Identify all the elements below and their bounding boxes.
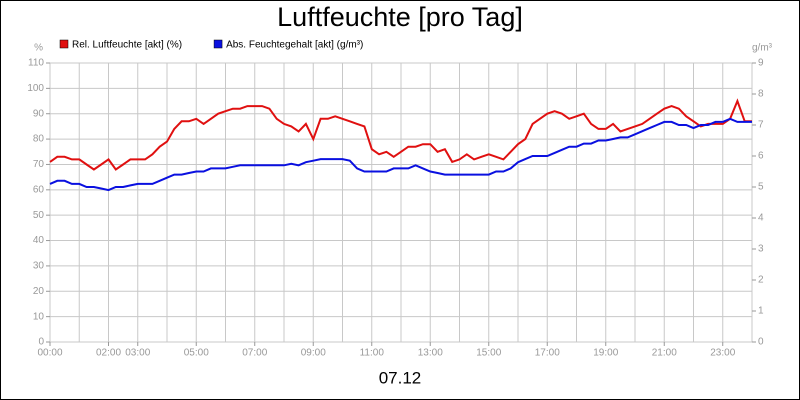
y2-tick-label: 2 [758,275,764,286]
x-tick-label: 13:00 [418,348,443,359]
y-tick-label: 110 [28,58,44,69]
y-tick-label: 100 [27,83,44,94]
x-tick-label: 19:00 [593,348,618,359]
x-tick-label: 09:00 [301,348,326,359]
y-tick-label: 30 [33,261,45,272]
x-tick-label: 03:00 [125,348,150,359]
x-tick-label: 02:00 [96,348,121,359]
y-tick-label: 50 [33,210,45,221]
y2-axis-label: g/m³ [752,43,773,54]
x-tick-label: 17:00 [535,348,560,359]
y-tick-label: 90 [33,108,45,119]
y2-tick-label: 9 [758,58,764,69]
y2-tick-label: 7 [758,120,764,131]
x-axis-label: 07.12 [379,368,422,387]
legend-swatch [59,39,69,49]
y2-tick-label: 6 [758,151,764,162]
y-tick-label: 70 [33,159,45,170]
y-tick-label: 60 [33,184,45,195]
y2-tick-label: 4 [758,213,764,224]
x-tick-label: 21:00 [652,348,677,359]
y-tick-label: 10 [33,311,45,322]
legend-label: Abs. Feuchtegehalt [akt] (g/m³) [226,40,363,51]
y-tick-label: 80 [33,134,45,145]
legend-label: Rel. Luftfeuchte [akt] (%) [72,40,182,51]
y-tick-label: 40 [33,235,45,246]
x-tick-label: 00:00 [37,348,62,359]
legend-swatch [213,39,223,49]
y-tick-label: 0 [38,337,44,348]
x-tick-label: 15:00 [476,348,501,359]
x-tick-label: 11:00 [360,348,385,359]
chart-title: Luftfeuchte [pro Tag] [277,2,523,32]
y-tick-label: 20 [33,286,45,297]
y-axis-label: % [34,43,43,54]
series-line [49,98,752,171]
y2-tick-label: 3 [758,244,764,255]
x-tick-label: 07:00 [242,348,267,359]
y2-tick-label: 5 [758,182,764,193]
y2-tick-label: 0 [758,337,764,348]
series-line [49,117,752,192]
y2-tick-label: 1 [758,306,764,317]
y2-tick-label: 8 [758,89,764,100]
x-tick-label: 23:00 [710,348,735,359]
x-tick-label: 05:00 [184,348,209,359]
